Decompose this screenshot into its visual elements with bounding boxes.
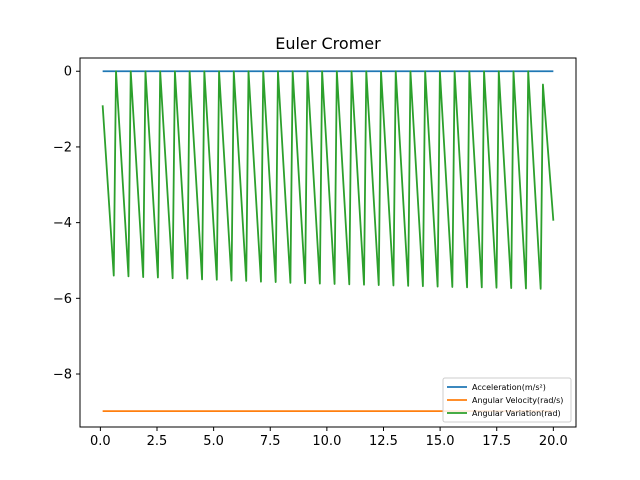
x-tick-label: 5.0 — [203, 434, 224, 449]
chart-title: Euler Cromer — [275, 34, 381, 53]
y-tick-label: 0 — [64, 65, 72, 80]
legend-label-2: Angular Variation(rad) — [472, 409, 561, 418]
plot-area: 0.0 2.5 5.0 7.5 10.0 12.5 15.0 17.5 20.0 0 −2 −4 −6… — [53, 57, 577, 449]
x-tick-label: 7.5 — [260, 434, 281, 449]
legend-label-1: Angular Velocity(rad/s) — [472, 396, 563, 405]
y-tick-label: −6 — [53, 292, 72, 307]
series-layer — [101, 70, 555, 413]
y-tick-label: −2 — [53, 140, 72, 155]
y-axis: 0 −2 −4 −6 −8 — [53, 65, 80, 383]
x-tick-label: 10.0 — [312, 434, 341, 449]
series-line-2 — [101, 70, 555, 290]
legend: Acceleration(m/s²) Angular Velocity(rad/s… — [442, 377, 572, 423]
x-tick-label: 15.0 — [426, 434, 455, 449]
x-tick-label: 0.0 — [90, 434, 111, 449]
x-tick-label: 2.5 — [147, 434, 168, 449]
x-axis: 0.0 2.5 5.0 7.5 10.0 12.5 15.0 17.5 20.0 — [90, 427, 568, 449]
y-tick-label: −4 — [53, 216, 72, 231]
y-tick-label: −8 — [53, 368, 72, 383]
x-tick-label: 17.5 — [482, 434, 511, 449]
plot-frame — [79, 57, 577, 428]
legend-box — [442, 377, 572, 423]
x-tick-label: 12.5 — [369, 434, 398, 449]
legend-label-0: Acceleration(m/s²) — [472, 383, 546, 392]
x-tick-label: 20.0 — [539, 434, 568, 449]
